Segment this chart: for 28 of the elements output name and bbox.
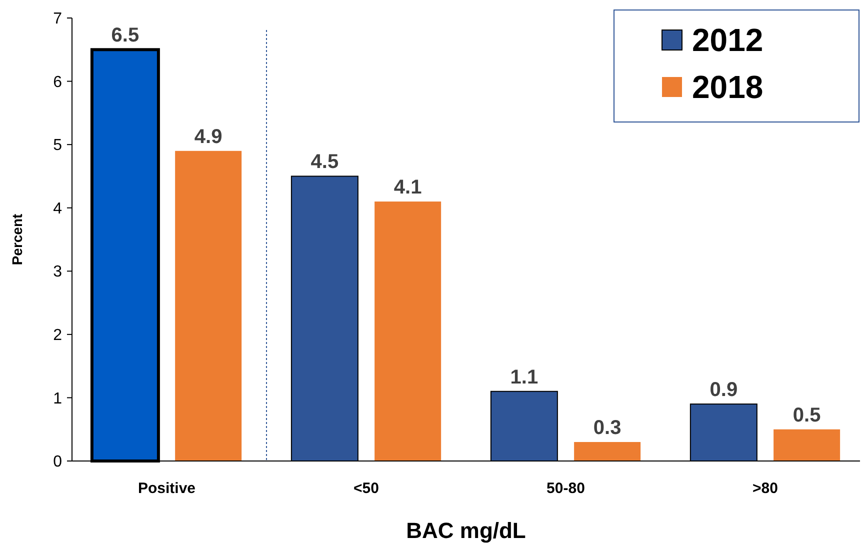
y-tick-label: 2: [53, 327, 62, 344]
data-label: 1.1: [510, 366, 538, 388]
data-label: 4.5: [310, 151, 339, 174]
y-tick-label: 7: [53, 10, 62, 28]
y-tick-label: 1: [53, 390, 62, 408]
x-tick-label: 50-80: [546, 480, 585, 497]
x-tick-label: Positive: [138, 480, 196, 497]
data-label: 0.9: [710, 379, 738, 402]
y-tick-label: 0: [53, 454, 62, 471]
data-label: 0.3: [593, 417, 622, 440]
y-axis-title: Percent: [9, 213, 25, 266]
y-tick-label: 6: [53, 74, 62, 91]
legend-label: 2012: [692, 22, 764, 58]
bar: [774, 429, 840, 461]
bar: [374, 202, 442, 461]
y-tick-label: 5: [53, 137, 62, 154]
data-label: 6.5: [111, 24, 140, 47]
x-tick-label: <50: [354, 480, 379, 497]
legend-label: 2018: [692, 69, 764, 106]
data-label: 4.9: [194, 126, 222, 148]
data-label: 4.1: [394, 176, 422, 199]
x-axis-title: BAC mg/dL: [406, 518, 526, 543]
y-tick-label: 3: [53, 264, 62, 281]
x-tick-label: >80: [752, 480, 778, 497]
bar: [574, 442, 641, 461]
y-tick-label: 4: [53, 200, 62, 218]
data-label: 0.5: [792, 404, 821, 426]
bar: [175, 150, 242, 461]
